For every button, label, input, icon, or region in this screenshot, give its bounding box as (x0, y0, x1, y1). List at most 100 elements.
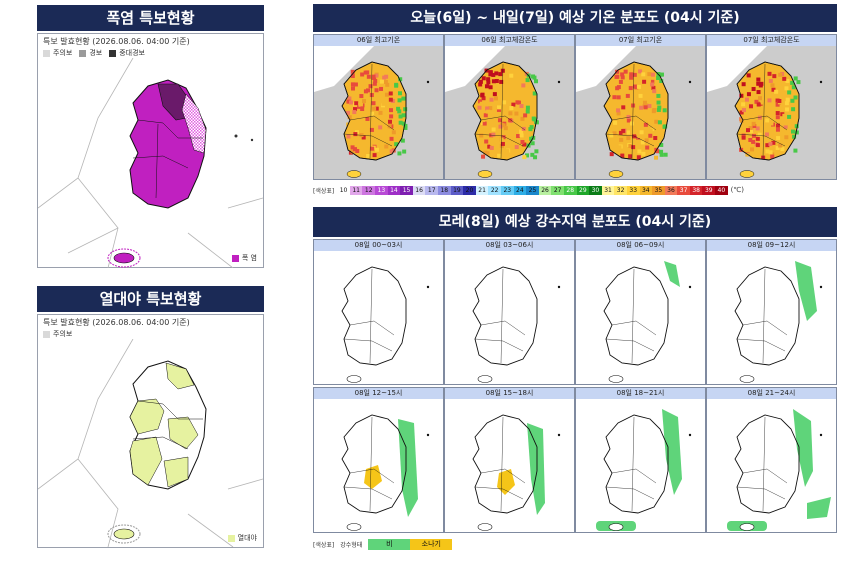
temp-pixel (752, 124, 757, 129)
temp-pixel (748, 104, 753, 109)
precip-legend: [색상표] 강수형태 비 소나기 (313, 538, 453, 550)
temp-pixel (785, 107, 790, 112)
temp-pixel (642, 100, 647, 105)
temp-pixel (656, 93, 661, 98)
temp-pixel (768, 150, 773, 155)
temp-pixel (488, 85, 493, 90)
temp-pixel (755, 143, 760, 148)
tropical-night-title: 열대야 특보현황 (37, 286, 264, 312)
temp-map-image (707, 46, 836, 179)
temp-pixel (629, 72, 634, 77)
temp-pixel (794, 130, 799, 135)
temp-pixel (519, 129, 524, 134)
temp-pixel (662, 124, 667, 129)
temp-pixel (532, 117, 537, 122)
temp-pixel (636, 84, 641, 89)
temp-pixel (765, 149, 770, 154)
temp-pixel (654, 119, 659, 124)
temp-pixel (374, 73, 379, 78)
temp-pixel (479, 133, 484, 138)
precip-map-image (707, 251, 836, 384)
temp-pixel (780, 147, 785, 152)
rain-area (795, 261, 817, 321)
temp-pixel (612, 95, 617, 100)
temp-pixel (532, 91, 537, 96)
temperature-title: 오늘(6일) ~ 내일(7일) 예상 기온 분포도 (04시 기준) (313, 4, 837, 32)
temp-pixel (615, 86, 620, 91)
scale-box: 20 (463, 185, 476, 195)
heat-warning-map (38, 58, 263, 268)
temp-pixel (637, 149, 642, 154)
scale-box: 24 (513, 185, 527, 195)
rain-area (793, 409, 813, 487)
legend-label: 폭 염 (241, 254, 257, 262)
temp-map-image (576, 46, 705, 179)
temp-pixel (353, 82, 358, 87)
temp-pixel (631, 152, 636, 157)
scale-box: 22 (488, 185, 501, 195)
temp-pixel (498, 72, 503, 77)
temp-map-4: 07일 최고체감온도 (706, 34, 837, 180)
scale-box: 25 (526, 185, 539, 195)
temp-pixel (616, 95, 621, 100)
temp-pixel (365, 70, 370, 75)
temp-map-2: 06일 최고체감온도 (444, 34, 575, 180)
temp-pixel (346, 110, 351, 115)
temp-pixel (739, 110, 744, 115)
temp-pixel (382, 75, 387, 80)
temp-pixel (397, 151, 402, 156)
temp-pixel (520, 116, 525, 121)
temp-pixel (401, 96, 406, 101)
temp-pixel (650, 82, 655, 87)
temp-pixel (793, 95, 798, 100)
temp-pixel (793, 76, 798, 81)
temp-pixel (651, 85, 656, 90)
temp-pixel (771, 87, 776, 92)
precip-map-label: 08일 03~06시 (445, 240, 574, 251)
temp-pixel (389, 149, 394, 154)
temp-pixel (347, 96, 352, 101)
temp-pixel (492, 92, 497, 97)
temp-pixel (643, 105, 648, 110)
temp-pixel (741, 82, 746, 87)
tropical-night-legend: 주의보 (43, 329, 72, 339)
temp-pixel (514, 145, 519, 150)
temp-pixel (751, 121, 756, 126)
rain-area (398, 419, 418, 517)
precip-map-label: 08일 21~24시 (707, 388, 836, 399)
temp-pixel (629, 75, 634, 80)
temp-pixel (520, 139, 525, 144)
heat-corner-legend: 폭 염 (231, 253, 257, 263)
temp-pixel (529, 125, 534, 130)
temp-pixel (771, 140, 776, 145)
temp-pixel (477, 105, 482, 110)
precip-map-image (445, 399, 574, 532)
tropical-night-issued: 특보 발효현황 (2026.08.06. 04:00 기준) (43, 318, 190, 327)
temp-pixel (633, 84, 638, 89)
temp-pixel (359, 127, 364, 132)
temp-pixel (360, 72, 365, 77)
temp-pixel (755, 136, 760, 141)
temp-pixel (516, 134, 521, 139)
scale-box: 27 (551, 185, 564, 195)
temperature-maps: 06일 최고기온 06일 최고체감온도 07일 최고기온 07일 최고체감온도 (313, 34, 837, 180)
temp-pixel (500, 141, 505, 146)
temp-pixel (650, 79, 655, 84)
temp-pixel (372, 106, 377, 111)
temp-pixel (402, 149, 407, 154)
temp-pixel (478, 99, 483, 104)
temp-pixel (770, 69, 775, 74)
temp-pixel (790, 80, 795, 85)
temp-pixel (653, 136, 658, 141)
temp-pixel (785, 78, 790, 83)
temp-pixel (525, 105, 530, 110)
temp-pixel (637, 134, 642, 139)
temp-pixel (503, 126, 508, 131)
temp-pixel (626, 114, 631, 119)
temp-pixel (662, 108, 667, 113)
temp-pixel (746, 128, 751, 133)
temp-pixel (790, 98, 795, 103)
precip-legend-title: [색상표] (313, 541, 335, 549)
temp-map-label: 07일 최고체감온도 (707, 35, 836, 46)
temp-pixel (370, 111, 375, 116)
